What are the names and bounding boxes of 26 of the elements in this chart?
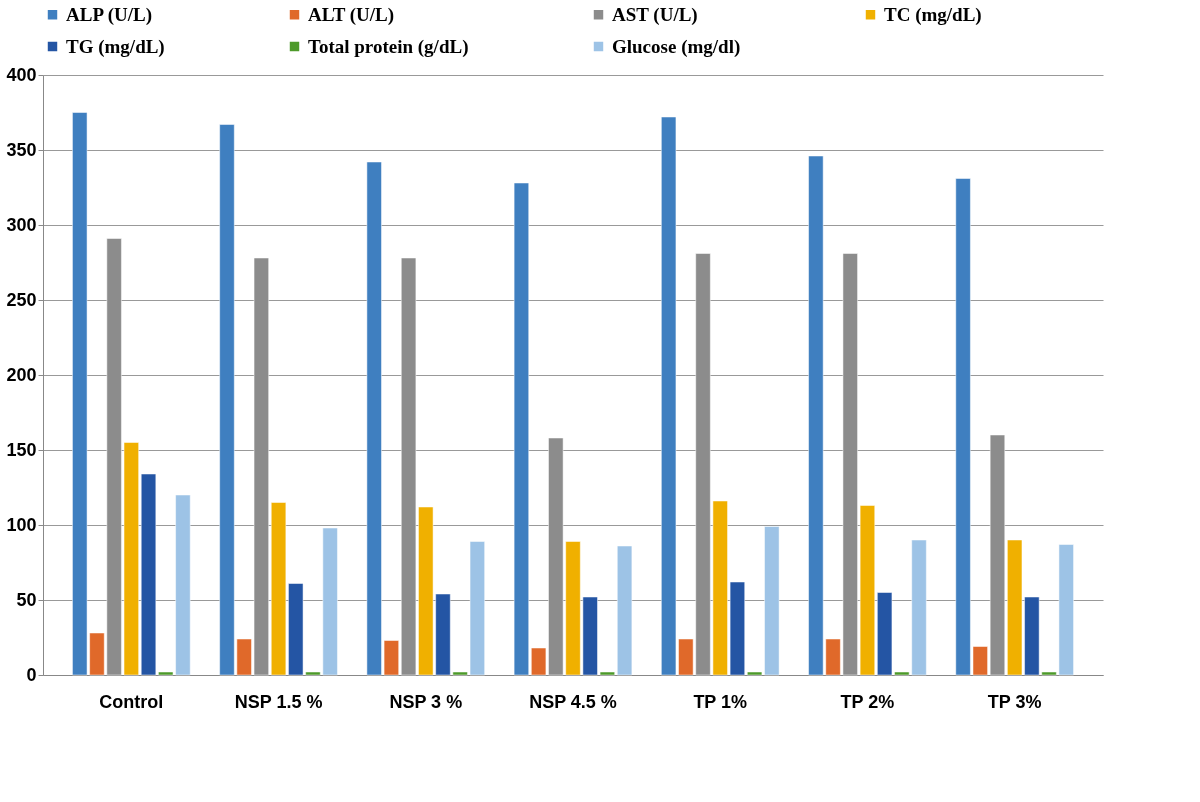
legend-label: ALP (U/L) (66, 3, 153, 26)
legend-label: TG (mg/dL) (66, 35, 165, 58)
bar (513, 182, 529, 676)
x-tick-label: Control (99, 691, 164, 712)
y-tick-label: 300 (6, 214, 37, 235)
x-tick-label: NSP 4.5 % (529, 691, 617, 712)
legend-label: TC (mg/dL) (884, 3, 982, 26)
x-tick-label: TP 2% (840, 691, 895, 712)
y-tick-label: 150 (6, 439, 37, 460)
y-tick-label: 250 (6, 289, 37, 310)
y-tick-label: 50 (16, 589, 37, 610)
y-tick-label: 400 (6, 64, 37, 85)
legend-label: ALT (U/L) (308, 3, 395, 26)
legend-label: Total protein (g/dL) (308, 35, 469, 58)
bar (140, 473, 157, 676)
x-tick-label: NSP 3 % (389, 691, 463, 712)
x-tick-label: NSP 1.5 % (234, 691, 323, 712)
x-tick-label: TP 3% (987, 691, 1042, 712)
y-tick-label: 0 (26, 664, 37, 685)
legend-label: Glucose (mg/dl) (612, 35, 741, 58)
y-tick-label: 200 (6, 364, 37, 385)
bar (617, 545, 633, 676)
y-tick-label: 100 (6, 514, 37, 535)
x-tick-label: TP 1% (693, 691, 748, 712)
y-tick-label: 350 (6, 139, 37, 160)
legend-label: AST (U/L) (612, 3, 698, 26)
